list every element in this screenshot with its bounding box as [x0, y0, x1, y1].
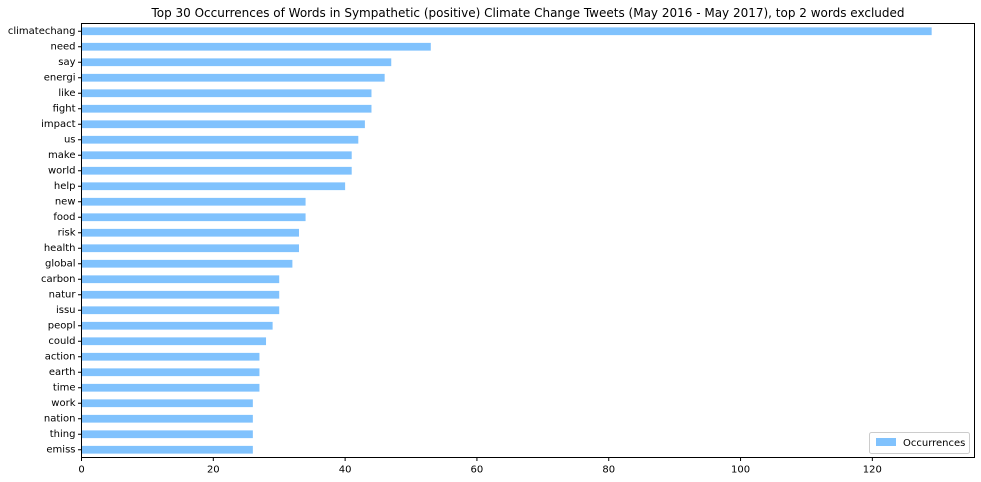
bar-energi: [81, 73, 385, 82]
y-tick-label-peopl: peopl: [48, 320, 76, 331]
bar-global: [81, 259, 293, 268]
bar-food: [81, 213, 306, 222]
legend-label-occurrences: Occurrences: [903, 438, 965, 449]
bar-natur: [81, 290, 280, 299]
x-axis: 0 20 40 60 80 100 120: [78, 457, 882, 476]
bar-new: [81, 197, 306, 206]
bar-say: [81, 58, 392, 67]
bar-time: [81, 383, 260, 392]
chart-title: Top 30 Occurrences of Words in Sympathet…: [150, 6, 904, 20]
y-tick-label-make: make: [48, 150, 75, 161]
bar-impact: [81, 120, 365, 129]
bars-layer: [81, 27, 932, 454]
y-tick-label-fight: fight: [53, 103, 76, 114]
y-axis: climatechang need say energi like fight impact…: [8, 26, 82, 455]
y-tick-label-natur: natur: [49, 289, 77, 300]
y-tick-label-say: say: [58, 57, 75, 68]
bar-risk: [81, 228, 299, 237]
y-tick-label-issu: issu: [56, 305, 76, 316]
bar-make: [81, 151, 352, 160]
x-tick-label-20: 20: [207, 465, 220, 476]
x-tick-label-40: 40: [339, 465, 352, 476]
y-tick-label-us: us: [64, 134, 76, 145]
y-tick-label-work: work: [51, 398, 75, 409]
bar-issu: [81, 306, 280, 315]
y-tick-label-world: world: [48, 165, 76, 176]
bar-earth: [81, 368, 260, 377]
y-tick-label-food: food: [53, 212, 75, 223]
bar-need: [81, 42, 431, 51]
x-tick-label-60: 60: [471, 465, 484, 476]
y-tick-label-time: time: [53, 382, 76, 393]
y-tick-label-action: action: [45, 351, 76, 362]
x-tick-label-100: 100: [731, 465, 750, 476]
y-tick-label-emiss: emiss: [46, 444, 75, 455]
bar-world: [81, 166, 352, 175]
x-tick-label-0: 0: [78, 465, 84, 476]
bar-could: [81, 337, 267, 346]
y-tick-label-nation: nation: [44, 413, 76, 424]
x-tick-label-80: 80: [602, 465, 615, 476]
y-tick-label-like: like: [58, 88, 75, 99]
y-tick-label-new: new: [55, 196, 76, 207]
bar-climatechang: [81, 27, 932, 36]
y-tick-label-health: health: [44, 243, 76, 254]
x-tick-label-120: 120: [863, 465, 882, 476]
bar-peopl: [81, 321, 273, 330]
y-tick-label-risk: risk: [58, 227, 76, 238]
bar-nation: [81, 414, 253, 423]
plot-frame: [81, 23, 975, 458]
y-tick-label-thing: thing: [50, 429, 76, 440]
legend-box: [869, 432, 970, 454]
y-tick-label-energi: energi: [44, 72, 76, 83]
bar-us: [81, 135, 359, 144]
bar-health: [81, 244, 299, 253]
y-tick-label-earth: earth: [49, 367, 76, 378]
legend-swatch: [876, 438, 896, 446]
y-tick-label-climatechang: climatechang: [8, 26, 76, 37]
y-tick-label-impact: impact: [41, 119, 75, 130]
bar-emiss: [81, 445, 253, 454]
y-tick-label-carbon: carbon: [41, 274, 76, 285]
bar-work: [81, 399, 253, 408]
y-tick-label-global: global: [45, 258, 76, 269]
bar-action: [81, 352, 260, 361]
bar-thing: [81, 430, 253, 439]
y-tick-label-could: could: [48, 336, 75, 347]
y-tick-label-need: need: [51, 41, 76, 52]
y-tick-label-help: help: [54, 181, 76, 192]
bar-carbon: [81, 275, 280, 284]
bar-help: [81, 182, 346, 191]
bar-like: [81, 89, 372, 98]
bar-fight: [81, 104, 372, 113]
legend: Occurrences: [869, 432, 970, 454]
